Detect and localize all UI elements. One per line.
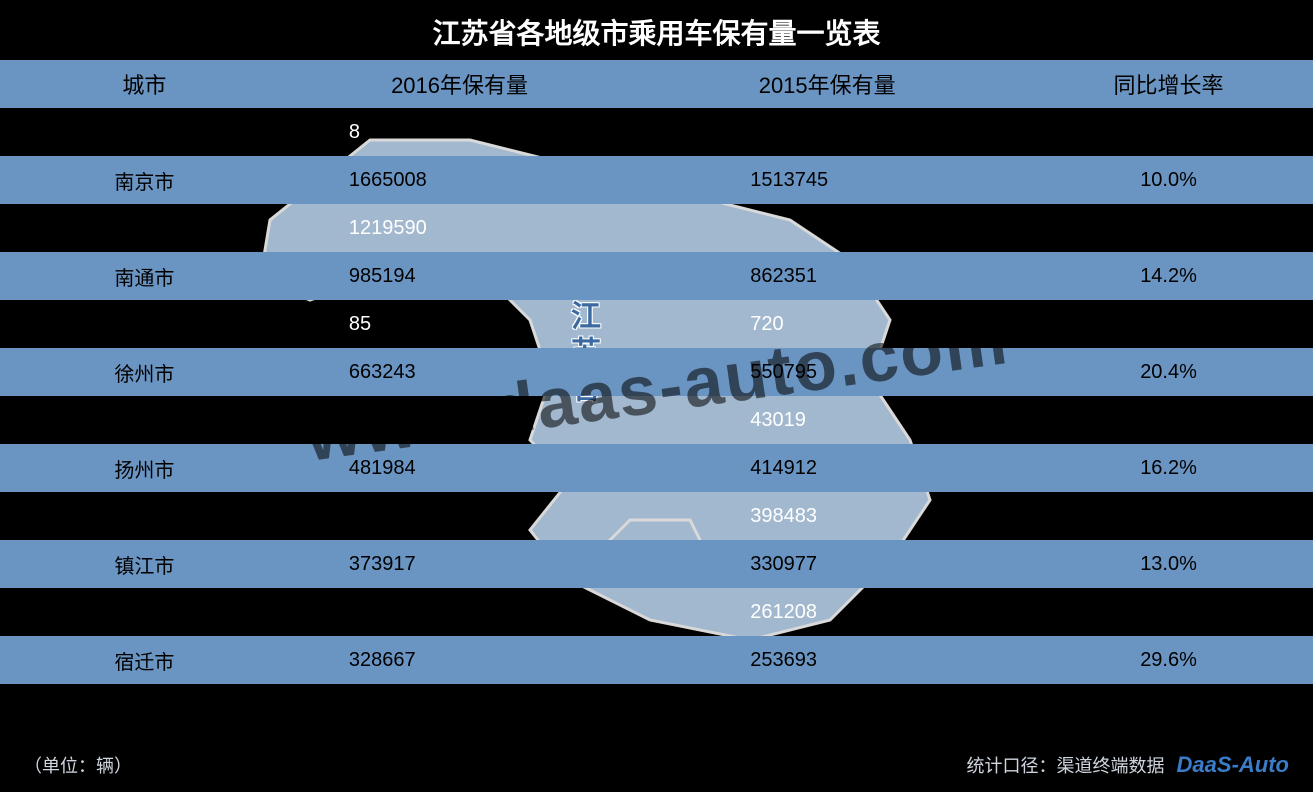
cell-2016: 373917	[289, 553, 630, 576]
cell-city: 南通市	[0, 262, 289, 291]
cell-city: 宿迁市	[0, 646, 289, 675]
header-city: 城市	[0, 68, 289, 100]
page-title: 江苏省各地级市乘用车保有量一览表	[0, 0, 1313, 60]
cell-2016: 663243	[289, 361, 630, 384]
table-row: 徐州市 663243 550795 20.4%	[0, 348, 1313, 396]
cell-2015: 1513745	[630, 169, 1024, 192]
table-row: 镇江市 373917 330977 13.0%	[0, 540, 1313, 588]
table-header-row: 城市 2016年保有量 2015年保有量 同比增长率	[0, 60, 1313, 108]
table-row: 宿迁市 328667 253693 29.6%	[0, 636, 1313, 684]
footer: （单位：辆） 统计口径：渠道终端数据 DaaS-Auto	[0, 752, 1313, 778]
cell-2015: 862351	[630, 265, 1024, 288]
cell-2015: 261208	[630, 601, 1024, 624]
cell-2015: 253693	[630, 649, 1024, 672]
cell-city: 扬州市	[0, 454, 289, 483]
table-row: 1219590	[0, 204, 1313, 252]
table-row: 8	[0, 108, 1313, 156]
cell-city: 南京市	[0, 166, 289, 195]
cell-2016: 8	[289, 121, 630, 144]
cell-2015: 43019	[630, 409, 1024, 432]
cell-2015: 720	[630, 313, 1024, 336]
cell-2016: 1219590	[289, 217, 630, 240]
data-table: 城市 2016年保有量 2015年保有量 同比增长率 8 南京市 1665008…	[0, 60, 1313, 684]
footer-right: 统计口径：渠道终端数据 DaaS-Auto	[967, 752, 1289, 778]
cell-2016: 1665008	[289, 169, 630, 192]
cell-city: 镇江市	[0, 550, 289, 579]
cell-growth: 16.2%	[1024, 457, 1313, 480]
table-row: 261208	[0, 588, 1313, 636]
footer-unit: （单位：辆）	[24, 752, 132, 778]
table-row: 398483	[0, 492, 1313, 540]
table-row: 扬州市 481984 414912 16.2%	[0, 444, 1313, 492]
cell-2015: 330977	[630, 553, 1024, 576]
cell-2016: 328667	[289, 649, 630, 672]
cell-2016: 85	[289, 313, 630, 336]
cell-2016: 481984	[289, 457, 630, 480]
header-2016: 2016年保有量	[289, 68, 630, 100]
footer-source: 统计口径：渠道终端数据	[967, 752, 1165, 778]
daas-auto-logo: DaaS-Auto	[1177, 752, 1289, 778]
cell-2015: 414912	[630, 457, 1024, 480]
page-container: 江苏省 www.daas-auto.com 江苏省各地级市乘用车保有量一览表 城…	[0, 0, 1313, 792]
header-2015: 2015年保有量	[630, 68, 1024, 100]
cell-city: 徐州市	[0, 358, 289, 387]
table-row: 43019	[0, 396, 1313, 444]
cell-growth: 20.4%	[1024, 361, 1313, 384]
header-growth: 同比增长率	[1024, 68, 1313, 100]
table-row: 南京市 1665008 1513745 10.0%	[0, 156, 1313, 204]
cell-growth: 10.0%	[1024, 169, 1313, 192]
cell-2016: 985194	[289, 265, 630, 288]
table-row: 85 720	[0, 300, 1313, 348]
cell-growth: 14.2%	[1024, 265, 1313, 288]
cell-growth: 29.6%	[1024, 649, 1313, 672]
cell-2015: 398483	[630, 505, 1024, 528]
cell-2015: 550795	[630, 361, 1024, 384]
table-row: 南通市 985194 862351 14.2%	[0, 252, 1313, 300]
cell-growth: 13.0%	[1024, 553, 1313, 576]
